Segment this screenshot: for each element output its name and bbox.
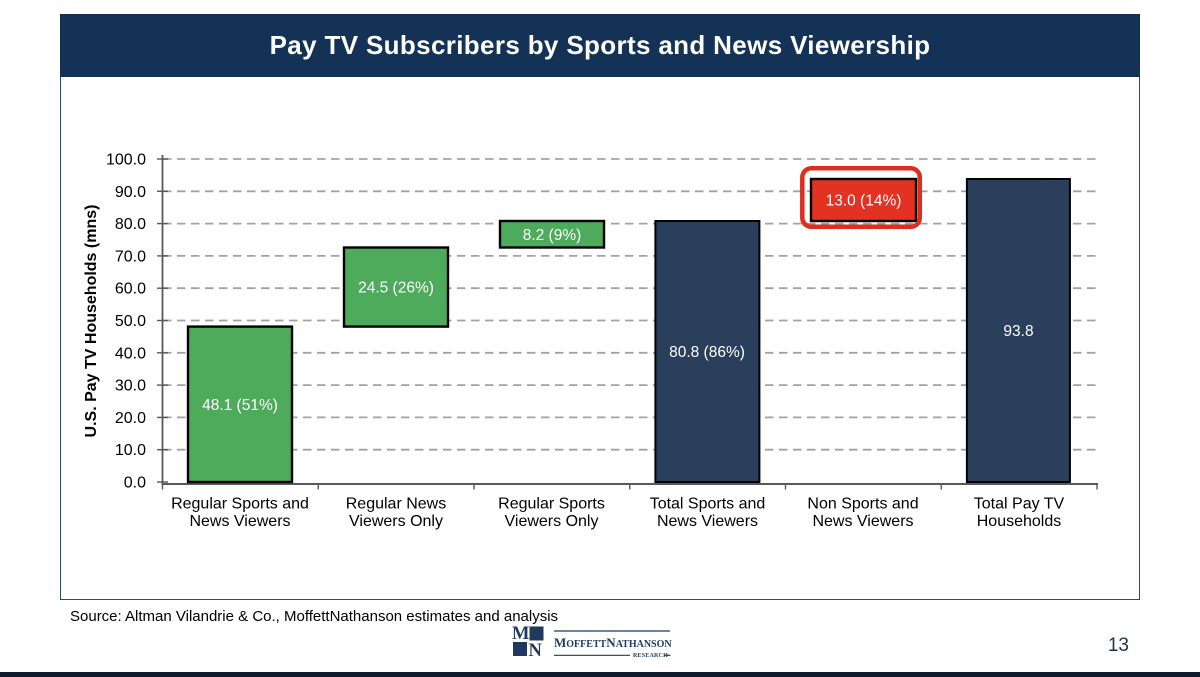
svg-text:8.2 (9%): 8.2 (9%) [523,227,582,244]
svg-text:10.0: 10.0 [115,442,146,459]
svg-text:80.8 (86%): 80.8 (86%) [669,344,745,361]
svg-text:News Viewers: News Viewers [657,513,758,530]
svg-text:70.0: 70.0 [115,248,146,265]
svg-text:80.0: 80.0 [115,216,146,233]
svg-text:60.0: 60.0 [115,281,146,298]
svg-text:Viewers Only: Viewers Only [505,513,599,530]
svg-text:93.8: 93.8 [1003,323,1033,340]
svg-text:Households: Households [977,513,1062,530]
svg-text:Total Pay TV: Total Pay TV [974,496,1065,513]
svg-text:48.1 (51%): 48.1 (51%) [202,397,278,414]
svg-text:30.0: 30.0 [115,378,146,395]
svg-text:N: N [529,641,543,661]
svg-text:News Viewers: News Viewers [812,513,913,530]
svg-text:24.5 (26%): 24.5 (26%) [358,280,434,297]
svg-text:40.0: 40.0 [115,345,146,362]
svg-text:RESEARCH: RESEARCH [633,653,668,659]
svg-text:Regular Sports and: Regular Sports and [171,496,309,513]
svg-text:50.0: 50.0 [115,313,146,330]
svg-text:90.0: 90.0 [115,184,146,201]
svg-text:MOFFETTNATHANSON: MOFFETTNATHANSON [554,635,672,650]
svg-text:100.0: 100.0 [106,152,146,169]
svg-text:M: M [512,624,529,644]
svg-text:Regular News: Regular News [346,496,446,513]
svg-text:Viewers Only: Viewers Only [349,513,443,530]
svg-text:Total Sports and: Total Sports and [650,496,766,513]
svg-text:U.S. Pay TV Households (mns): U.S. Pay TV Households (mns) [83,205,100,438]
svg-text:13.0 (14%): 13.0 (14%) [826,193,902,210]
svg-text:News Viewers: News Viewers [189,513,290,530]
svg-text:Non Sports and: Non Sports and [807,496,918,513]
svg-text:0.0: 0.0 [124,475,146,492]
svg-text:Regular Sports: Regular Sports [498,496,605,513]
svg-text:20.0: 20.0 [115,410,146,427]
